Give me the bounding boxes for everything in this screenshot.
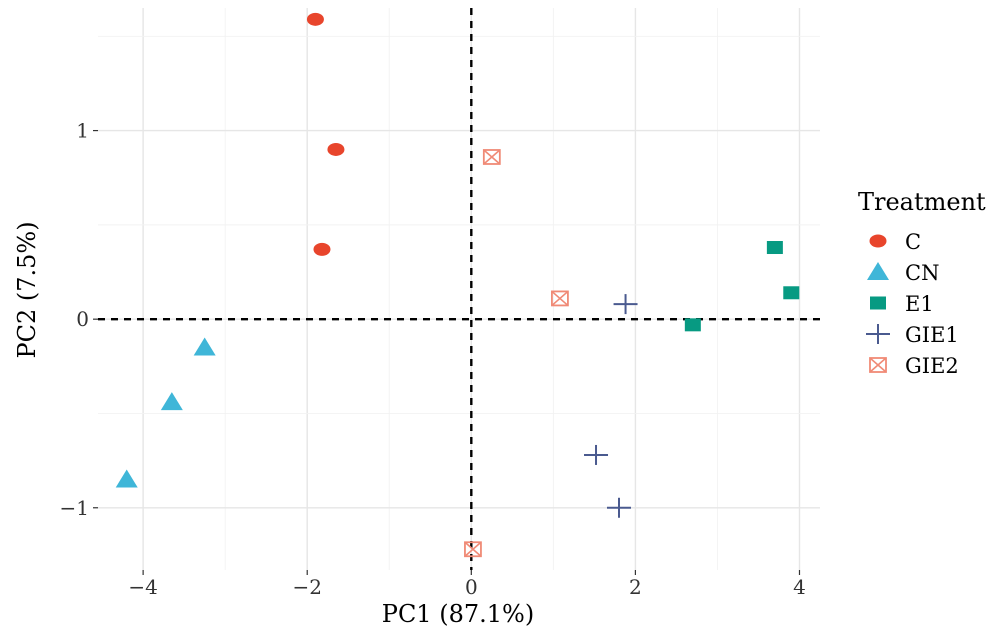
data-point-gie1: [613, 294, 638, 315]
data-point-gie1: [606, 497, 631, 518]
y-tick-label: −1: [60, 496, 89, 520]
data-point-cn: [193, 337, 216, 356]
data-points: [115, 12, 800, 558]
y-tick-label: 1: [76, 119, 89, 143]
legend-key-gie1: [866, 324, 890, 344]
data-point-gie2: [551, 290, 569, 307]
data-point-gie2: [464, 541, 482, 558]
data-point-c: [306, 12, 324, 26]
legend-key-c: [869, 234, 887, 248]
legend-label-c: C: [905, 230, 921, 254]
legend-label-e1: E1: [905, 292, 934, 316]
legend-label-cn: CN: [905, 261, 939, 285]
data-point-e1: [783, 286, 800, 300]
data-point-c: [313, 242, 331, 256]
legend-key-gie2: [869, 357, 887, 373]
data-point-gie1: [584, 444, 609, 465]
x-tick-label: 4: [793, 575, 806, 599]
data-point-e1: [766, 241, 783, 255]
legend-title: Treatment: [858, 188, 986, 216]
data-point-cn: [160, 392, 183, 411]
y-axis-title: PC2 (7.5%): [13, 221, 41, 358]
data-point-c: [327, 142, 345, 156]
data-point-cn: [115, 469, 138, 488]
reference-lines: [98, 8, 820, 570]
grid-lines: [98, 8, 820, 570]
legend-key-e1: [870, 296, 886, 310]
legend-label-gie1: GIE1: [905, 323, 959, 347]
x-tick-label: −2: [292, 575, 321, 599]
x-axis-title: PC1 (87.1%): [382, 600, 534, 628]
legend-label-gie2: GIE2: [905, 354, 959, 378]
legend: Treatment C CN E1 GIE1 GIE2: [858, 188, 986, 378]
legend-key-cn: [867, 262, 889, 280]
data-point-gie2: [482, 149, 501, 165]
data-point-e1: [684, 318, 701, 332]
axis-ticks: −4 −2 0 2 4 −1 0 1: [60, 119, 806, 599]
x-tick-label: −4: [128, 575, 157, 599]
y-tick-label: 0: [76, 307, 89, 331]
x-tick-label: 0: [465, 575, 478, 599]
x-tick-label: 2: [629, 575, 642, 599]
